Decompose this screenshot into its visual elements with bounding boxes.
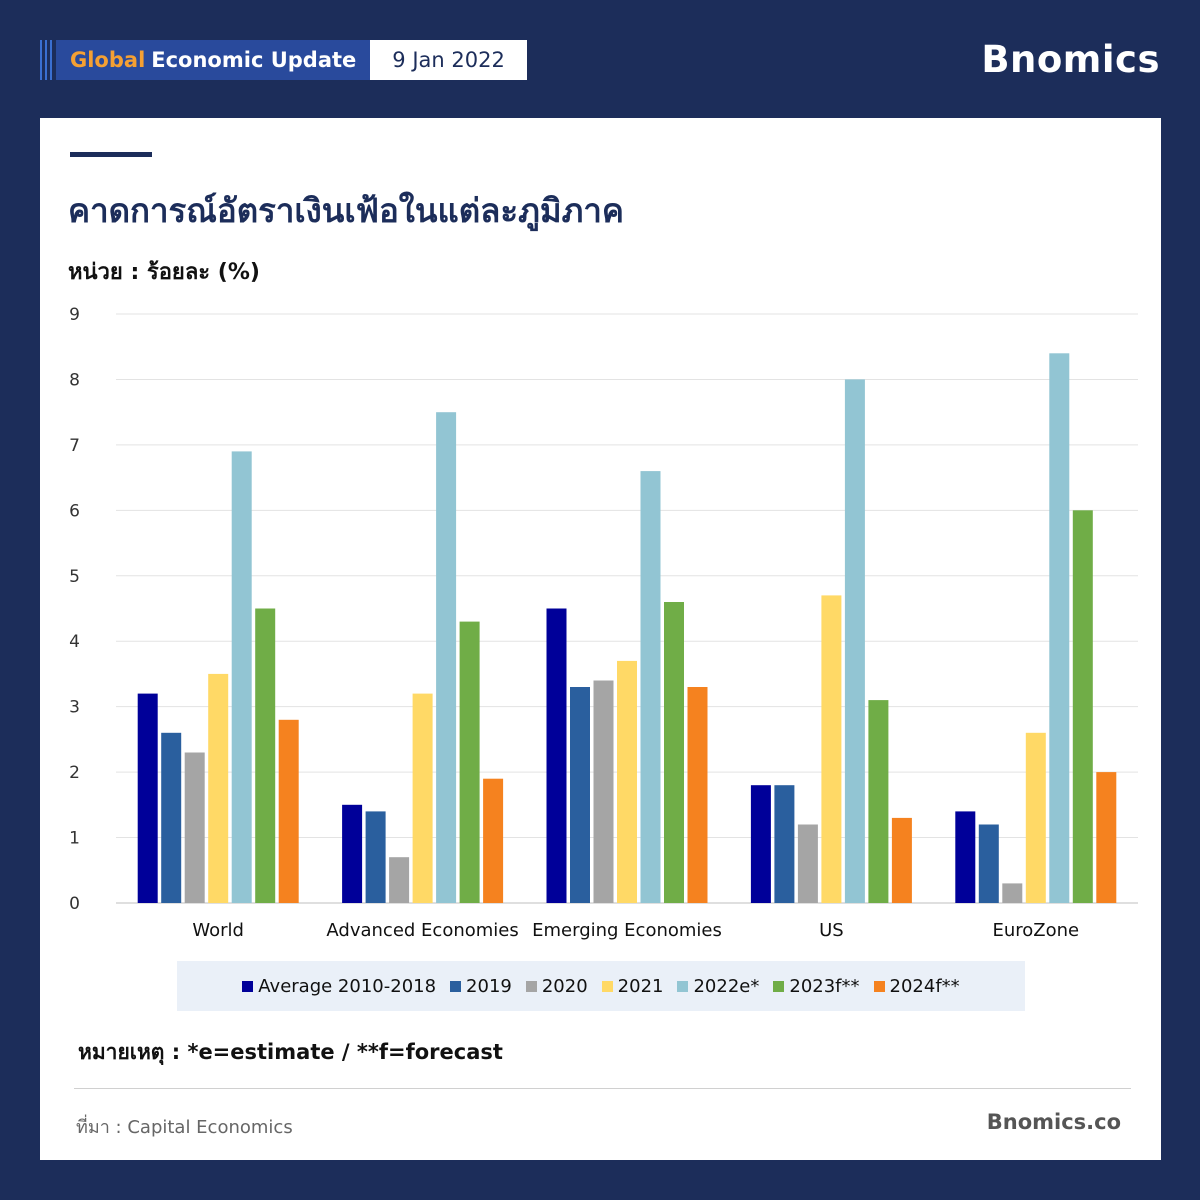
legend-label: 2021 — [617, 975, 664, 997]
bar — [483, 778, 504, 903]
legend-swatch — [450, 980, 462, 992]
y-tick-label: 3 — [69, 698, 80, 718]
x-tick-label: EuroZone — [992, 920, 1079, 941]
header-title-accent: Global — [70, 48, 146, 72]
legend-swatch — [525, 980, 537, 992]
y-tick-label: 6 — [69, 501, 80, 521]
legend-item: 2020 — [525, 975, 588, 997]
bar — [184, 752, 205, 903]
source-label: ที่มา : Capital Economics — [76, 1117, 293, 1138]
y-tick-label: 2 — [69, 763, 80, 783]
header-title: Global Economic Update — [56, 40, 371, 80]
y-tick-label: 1 — [69, 829, 80, 849]
bar — [255, 608, 276, 903]
bar — [955, 811, 976, 903]
y-tick-label: 0 — [69, 894, 80, 914]
y-tick-label: 8 — [69, 370, 80, 390]
bar — [570, 687, 590, 903]
y-tick-layer: 0 1 2 3 4 5 6 7 8 9 — [69, 305, 80, 914]
legend-item: 2024f** — [873, 975, 960, 997]
bar — [821, 595, 842, 903]
x-tick-label: Advanced Economies — [326, 920, 518, 941]
bar — [342, 804, 363, 903]
legend-item: 2021 — [601, 975, 664, 997]
bar — [161, 732, 182, 903]
header-stripes — [40, 40, 52, 80]
bar — [459, 621, 480, 903]
y-tick-label: 7 — [69, 436, 80, 456]
legend-item: 2023f** — [773, 975, 860, 997]
bar — [868, 700, 889, 903]
bar — [137, 693, 158, 903]
legend-swatch — [677, 980, 689, 992]
bar — [1072, 510, 1093, 903]
bar — [593, 680, 614, 903]
legend-swatch — [601, 980, 613, 992]
bar — [436, 412, 457, 903]
x-tick-label: US — [819, 920, 844, 941]
bar — [278, 719, 299, 903]
legend-label: 2023f** — [789, 975, 860, 997]
legend-swatch — [773, 980, 785, 992]
footer-brand: Bnomics.co — [986, 1110, 1121, 1134]
chart-title: คาดการณ์อัตราเงินเฟ้อในแต่ละภูมิภาค — [68, 191, 624, 230]
bar-layer — [137, 353, 1117, 903]
footer-divider — [74, 1088, 1131, 1089]
bar — [750, 785, 771, 903]
legend-item: 2019 — [450, 976, 512, 997]
bar — [891, 817, 912, 903]
brand-logo: Bnomics — [981, 38, 1160, 81]
header-title-rest: Economic Update — [151, 48, 357, 72]
bar — [687, 687, 708, 903]
bar — [1025, 732, 1046, 903]
bar — [1096, 772, 1117, 903]
title-rule — [70, 152, 152, 157]
legend-label: 2024f** — [889, 975, 960, 997]
bar-chart: 0 1 2 3 4 5 6 7 8 9 World Advanced Economies Emergi… — [69, 305, 1138, 941]
legend-swatch — [242, 980, 254, 992]
legend-label: Average 2010-2018 — [258, 975, 437, 997]
x-tick-layer: World Advanced Economies Emerging Economie… — [192, 920, 1079, 941]
legend-label: 2022e* — [693, 975, 760, 997]
x-tick-label: World — [192, 920, 244, 941]
bar — [389, 857, 410, 903]
legend-swatch — [873, 980, 885, 992]
legend-item: Average 2010-2018 — [242, 976, 436, 997]
bar — [365, 811, 386, 903]
y-tick-label: 5 — [69, 567, 80, 587]
bar — [797, 824, 818, 903]
bar — [1049, 353, 1070, 903]
bar — [664, 602, 684, 903]
header-bar: Global Economic Update 9 Jan 2022 — [40, 40, 527, 80]
content-card: คาดการณ์อัตราเงินเฟ้อในแต่ละภูมิภาค หน่ว… — [40, 118, 1161, 1160]
bar — [978, 824, 999, 903]
unit-label: หน่วย : ร้อยละ (%) — [68, 260, 260, 285]
bar — [208, 673, 229, 903]
bar — [412, 693, 433, 903]
x-tick-label: Emerging Economies — [532, 920, 722, 941]
y-tick-label: 4 — [69, 632, 80, 652]
chart-legend: Average 2010-2018 2019 2020 2021 2022e* 2023f… — [177, 961, 1025, 1011]
bar — [231, 451, 252, 903]
legend-label: 2019 — [466, 975, 512, 997]
header-date: 9 Jan 2022 — [370, 40, 527, 80]
bar — [640, 471, 661, 903]
bar — [774, 785, 795, 903]
bar — [1002, 883, 1023, 903]
legend-item: 2022e* — [677, 976, 759, 997]
legend-label: 2020 — [541, 975, 588, 997]
bar — [617, 660, 637, 903]
bar — [844, 379, 865, 903]
footnote: หมายเหตุ : *e=estimate / **f=forecast — [78, 1040, 503, 1064]
bar — [546, 608, 567, 903]
y-tick-label: 9 — [69, 305, 80, 325]
